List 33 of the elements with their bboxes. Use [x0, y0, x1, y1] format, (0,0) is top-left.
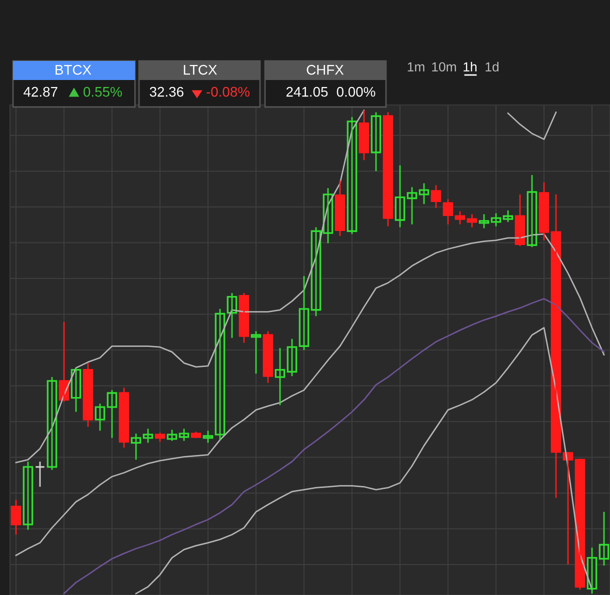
candlestick: [10, 499, 22, 536]
text: CHFX: [306, 64, 344, 75]
text: 1m: [408, 62, 424, 72]
candlestick: [466, 214, 478, 228]
candlestick: [202, 430, 214, 444]
text: 1d: [486, 62, 498, 72]
text: 10m: [432, 62, 456, 72]
candlestick: [142, 428, 154, 444]
text: 0.55%: [84, 86, 122, 97]
candlestick: [418, 182, 430, 205]
text: 1h: [464, 62, 476, 72]
candlestick: [406, 186, 418, 226]
candlestick: [430, 184, 442, 209]
text: LTCX: [184, 64, 217, 75]
candlestick: [478, 214, 490, 229]
text: -0.08%: [206, 86, 250, 97]
candlestick: [490, 212, 502, 227]
candlestick: [454, 210, 466, 226]
text: 32.36: [150, 86, 184, 97]
candlestick: [274, 347, 286, 406]
candlestick: [106, 389, 118, 439]
candlestick: [94, 402, 106, 432]
candlestick: [502, 210, 514, 223]
candlestick: [250, 330, 262, 374]
text: 0.00%: [336, 86, 376, 97]
candlestick: [166, 429, 178, 442]
text: 42.87: [24, 86, 58, 97]
candlestick: [130, 432, 142, 460]
candlestick: [178, 428, 190, 442]
text: 241.05: [286, 86, 328, 97]
candlestick: [154, 432, 166, 443]
candlestick: [34, 460, 46, 488]
text: BTCX: [56, 64, 92, 75]
